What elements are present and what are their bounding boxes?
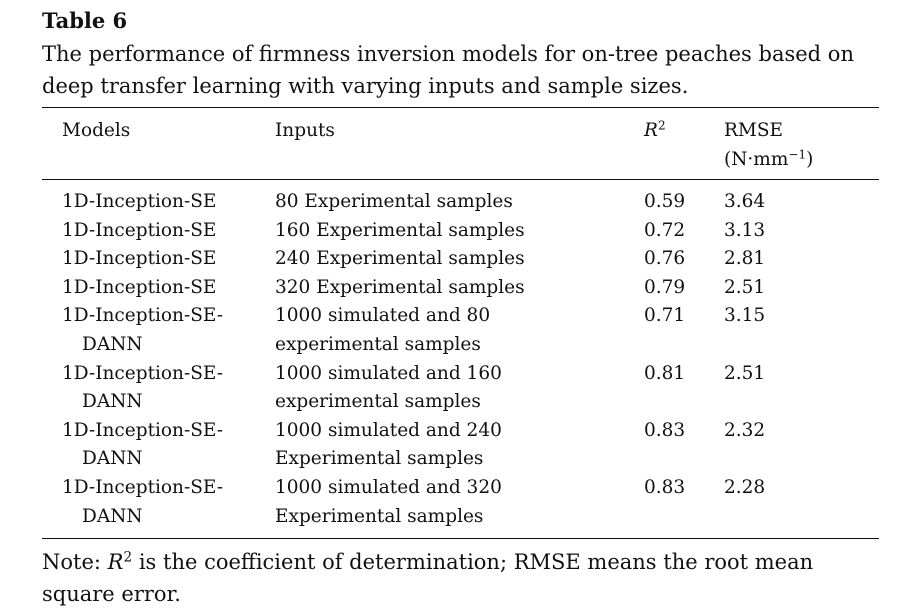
model-cell: 1D-Inception-SE-	[62, 477, 223, 498]
rmse-cell: 2.51	[724, 276, 766, 298]
r2-cell: 0.59	[644, 191, 686, 212]
input-cell: 1000 simulated and 80	[275, 305, 491, 327]
rmse-name: RMSE	[724, 120, 784, 141]
rmse-cell: 2.81	[724, 248, 766, 270]
r2-cell: 0.72	[644, 219, 686, 241]
note-prefix: Note:	[42, 550, 101, 574]
input-cell: 240 Experimental samples	[275, 248, 525, 270]
rmse-cell: 2.28	[724, 477, 766, 498]
rmse-cell: 3.15	[724, 305, 766, 327]
r2-cell: 0.79	[644, 276, 686, 298]
input-cell: 1000 simulated and 320	[275, 477, 502, 498]
model-cell: 1D-Inception-SE	[62, 219, 217, 241]
rmse-unit-sup: −1	[788, 146, 807, 161]
model-cell: DANN	[82, 448, 143, 470]
table-caption: The performance of firmness inversion mo…	[42, 42, 854, 98]
note-symbol: R	[107, 550, 124, 574]
header-rmse: RMSE (N·mm−1)	[724, 117, 813, 174]
rmse-unit: (N·mm	[724, 148, 789, 170]
input-cell: 160 Experimental samples	[275, 219, 525, 241]
header-inputs: Inputs	[275, 120, 335, 141]
input-cell: 1000 simulated and 160	[275, 362, 502, 384]
model-cell: 1D-Inception-SE-	[62, 305, 223, 327]
r-symbol: R	[644, 120, 658, 141]
model-cell: 1D-Inception-SE-	[62, 419, 223, 441]
r2-cell: 0.71	[644, 305, 686, 327]
rmse-cell: 2.51	[724, 362, 766, 384]
header-rule	[42, 179, 879, 180]
r2-cell: 0.76	[644, 248, 686, 270]
input-cell: 1000 simulated and 240	[275, 419, 502, 441]
bottom-rule	[42, 538, 879, 539]
model-cell: 1D-Inception-SE-	[62, 362, 223, 384]
table-note: Note: R2 is the coefficient of determina…	[42, 546, 887, 610]
model-cell: 1D-Inception-SE	[62, 276, 217, 298]
r2-cell: 0.83	[644, 477, 686, 498]
r-sup: 2	[657, 118, 666, 133]
input-cell: experimental samples	[275, 334, 481, 355]
input-cell: 80 Experimental samples	[275, 191, 513, 212]
rmse-cell: 2.32	[724, 419, 766, 441]
header-r2: R2	[644, 117, 666, 146]
input-cell: Experimental samples	[275, 448, 484, 470]
top-rule	[42, 107, 879, 108]
model-cell: 1D-Inception-SE	[62, 191, 217, 212]
r2-cell: 0.83	[644, 419, 686, 441]
model-cell: DANN	[82, 334, 143, 355]
input-cell: Experimental samples	[275, 505, 484, 527]
rmse-unit-post: )	[806, 148, 814, 170]
input-cell: 320 Experimental samples	[275, 276, 525, 298]
rmse-cell: 3.13	[724, 219, 766, 241]
note-text: is the coefficient of determination; RMS…	[42, 550, 814, 606]
table-title: Table 6	[42, 8, 128, 33]
model-cell: DANN	[82, 391, 143, 413]
r2-cell: 0.81	[644, 362, 686, 384]
input-cell: experimental samples	[275, 391, 481, 413]
model-cell: 1D-Inception-SE	[62, 248, 217, 270]
note-sup: 2	[123, 549, 133, 566]
model-cell: DANN	[82, 505, 143, 527]
rmse-cell: 3.64	[724, 191, 766, 212]
header-models: Models	[62, 120, 131, 141]
